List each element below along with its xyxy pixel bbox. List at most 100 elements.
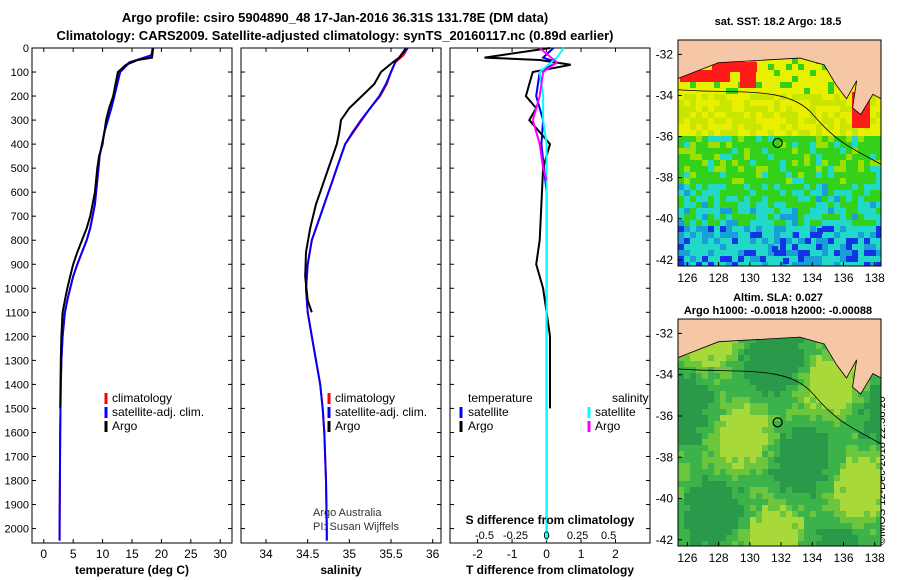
lon-tick-label: 130 [740,551,760,565]
sst-map-title: sat. SST: 18.2 Argo: 18.5 [714,16,842,28]
lat-tick-label: -34 [656,368,674,382]
lon-tick-label: 128 [709,551,729,565]
xtick-label: 15 [125,547,139,561]
legend-label: Argo [335,419,361,433]
lon-tick-label: 134 [802,551,822,565]
sla-map-frame [677,318,882,547]
figure-title-line1: Argo profile: csiro 5904890_48 17-Jan-20… [121,10,549,25]
lat-tick-label: -38 [656,450,674,464]
plot-frame-salinity-profile [240,47,442,544]
xtick-label: 1 [578,547,585,561]
lon-tick-label: 132 [771,271,791,285]
argo-float-marker [772,137,783,149]
argo-float-marker [772,417,783,428]
lat-tick-label: -42 [656,253,674,267]
ytick-label: 1800 [5,476,29,488]
ytick-label: 1200 [5,331,29,343]
lon-tick-label: 138 [865,551,885,565]
legend-label: climatology [335,391,395,405]
ytick-label: 600 [11,187,29,199]
xaxis-label-salinity: S difference from climatology [466,513,635,527]
credit-line1: Argo Australia [313,507,382,519]
salinity-tick-label: 0.25 [567,530,588,542]
lon-tick-label: 136 [834,271,854,285]
legend-title-temperature: temperature [468,391,533,405]
xtick-label: 34.5 [296,547,320,561]
depth-contour [678,368,881,445]
xtick-label: 0 [40,547,47,561]
lat-tick-label: -34 [656,88,674,102]
series-line-argo [59,47,155,409]
sst-map-frame [677,39,882,267]
ytick-label: 1500 [5,403,29,415]
ytick-label: 800 [11,235,29,247]
legend-label: Argo [468,419,494,433]
lat-tick-label: -36 [656,409,674,423]
lon-tick-label: 126 [677,551,697,565]
figure-title-line2: Climatology: CARS2009. Satellite-adjuste… [56,28,614,43]
sst-map-field [678,40,881,266]
lon-tick-label: 126 [677,271,697,285]
xtick-label: 35.5 [379,547,403,561]
lon-tick-label: 138 [865,271,885,285]
ytick-label: 200 [11,91,29,103]
legend-label: Argo [595,419,621,433]
legend-label: climatology [112,391,172,405]
xtick-label: 0 [543,547,550,561]
plot-frame-difference-profile [449,47,651,544]
lat-tick-label: -36 [656,130,674,144]
lon-tick-label: 130 [740,271,760,285]
ytick-label: 700 [11,211,29,223]
xtick-label: 5 [70,547,77,561]
lon-tick-label: 132 [771,551,791,565]
lon-tick-label: 128 [709,271,729,285]
depth-contour [678,89,881,165]
lat-tick-label: -32 [656,326,674,340]
xtick-label: -1 [507,547,518,561]
xtick-label: 10 [96,547,110,561]
xtick-label: 25 [184,547,198,561]
sla-map-title-line2: Argo h1000: -0.0018 h2000: -0.00088 [683,305,873,317]
lat-tick-label: -40 [656,212,674,226]
ytick-label: 400 [11,139,29,151]
land-mask [678,40,881,116]
salinity-tick-label: 0 [543,530,549,542]
xtick-label: 35 [343,547,357,561]
xtick-label: 2 [612,547,619,561]
lon-tick-label: 136 [834,551,854,565]
lat-tick-label: -42 [656,533,674,547]
sla-map-title-line1: Altim. SLA: 0.027 [733,292,823,304]
xaxis-label: temperature (deg C) [75,563,189,577]
lat-tick-label: -38 [656,171,674,185]
ytick-label: 1300 [5,355,29,367]
legend-title-salinity: salinity [612,391,649,405]
legend-label: satellite [595,405,636,419]
xtick-label: -2 [472,547,483,561]
plot-frame-temperature-profile [31,47,233,544]
ytick-label: 100 [11,67,29,79]
ytick-label: 1100 [5,307,29,319]
xtick-label: 30 [214,547,228,561]
series-line-satellite [304,47,409,541]
xtick-label: 34 [259,547,273,561]
salinity-tick-label: -0.25 [503,530,528,542]
series-line-argo [304,47,407,313]
legend-label: satellite [468,405,509,419]
ytick-label: 0 [23,43,29,55]
ytick-label: 1600 [5,427,29,439]
ytick-label: 500 [11,163,29,175]
lon-tick-label: 134 [802,271,822,285]
legend-label: Argo [112,419,138,433]
legend-label: satellite-adj. clim. [112,405,204,419]
sla-map-field [678,319,881,546]
ytick-label: 300 [11,115,29,127]
land-mask [678,319,881,395]
xaxis-label: T difference from climatology [466,563,634,577]
lat-tick-label: -40 [656,492,674,506]
xtick-label: 20 [155,547,169,561]
salinity-tick-label: 0.5 [601,530,616,542]
ytick-label: 1700 [5,451,29,463]
